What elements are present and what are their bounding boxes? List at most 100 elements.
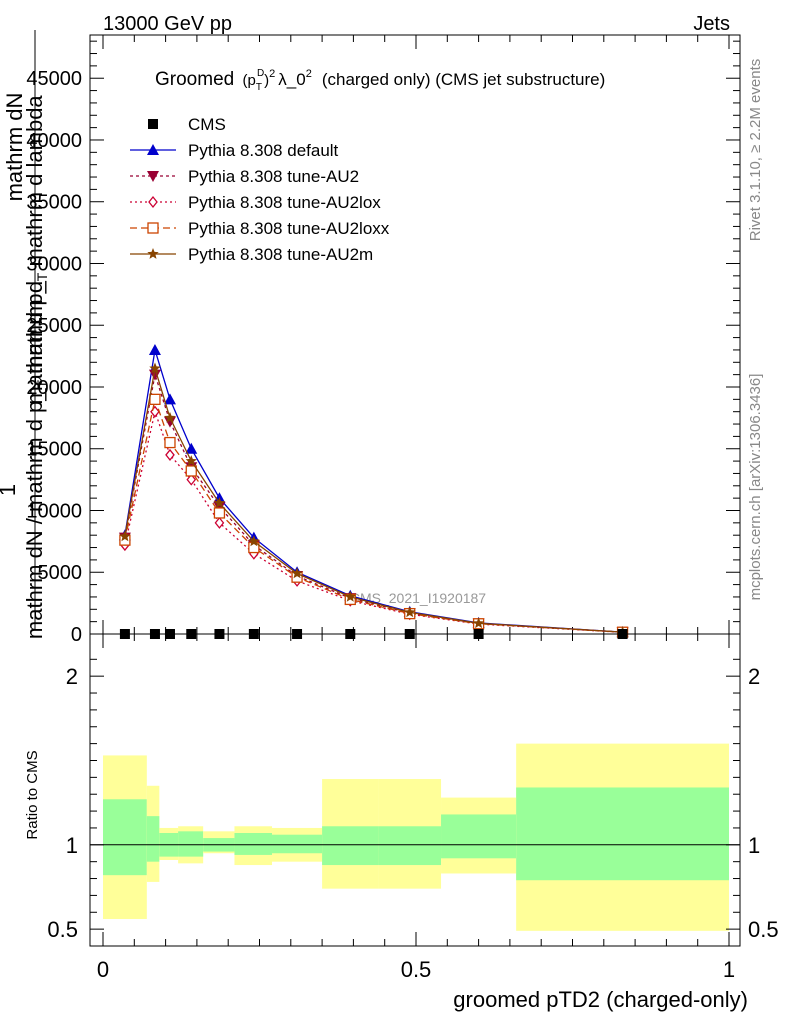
main-y-tick-label: 10000 <box>26 500 82 522</box>
legend-entry: Pythia 8.308 tune-AU2lox <box>130 193 381 212</box>
legend-label: Pythia 8.308 tune-AU2loxx <box>188 219 390 238</box>
ratio-inner-band <box>322 826 379 866</box>
title-paren-open: (p <box>242 72 255 89</box>
header-energy-label: 13000 GeV pp <box>103 13 232 35</box>
legend-label: Pythia 8.308 tune-AU2 <box>188 167 359 186</box>
data-point-marker <box>163 393 176 405</box>
data-point-marker <box>148 195 158 209</box>
main-y-tick-label: 45000 <box>26 68 82 90</box>
data-point-marker <box>213 507 226 519</box>
data-point-marker <box>164 411 176 423</box>
title-suffix: (charged only) (CMS jet substructure) <box>322 70 605 89</box>
title-lambda: λ_0 <box>278 70 305 89</box>
ylabel-mid-sub: T <box>34 272 50 281</box>
ratio-plot-frame <box>89 633 741 947</box>
legend-entry: Pythia 8.308 tune-AU2loxx <box>130 219 390 238</box>
data-point-marker <box>185 465 197 477</box>
data-point-marker <box>404 606 416 618</box>
ylabel-bottom-b: mathrm d <box>22 281 47 380</box>
ratio-bands <box>103 743 729 931</box>
data-point-marker <box>147 222 159 234</box>
data-point-marker <box>148 119 158 129</box>
ratio-x-axis: 0 0.5 1 <box>97 634 735 982</box>
data-point-marker <box>147 171 159 182</box>
ratio-inner-band <box>234 833 273 855</box>
data-point-marker <box>344 590 356 602</box>
legend-entry: Pythia 8.308 tune-AU2m <box>130 245 373 264</box>
ratio-inner-band <box>272 834 323 854</box>
ratio-inner-band <box>103 799 147 876</box>
x-tick-label: 1 <box>723 957 735 982</box>
ratio-y-tick-label-right: 1 <box>748 833 760 858</box>
data-point-marker <box>185 442 198 454</box>
data-point-marker <box>119 530 131 542</box>
legend-label: Pythia 8.308 default <box>188 141 339 160</box>
legend-label: Pythia 8.308 tune-AU2m <box>188 245 373 264</box>
rivet-version-label: Rivet 3.1.10, ≥ 2.2M events <box>747 59 764 242</box>
data-point-marker <box>248 535 260 547</box>
main-plot-title: Groomed (pTD)2 λ_02 (charged only) (CMS je… <box>155 68 605 93</box>
main-y-tick-label: 25000 <box>26 315 82 337</box>
data-point-marker <box>185 455 197 466</box>
x-tick-label: 0 <box>97 957 109 982</box>
ratio-y-tick-label: 1 <box>66 833 78 858</box>
main-y-tick-label: 20000 <box>26 377 82 399</box>
legend-entry: Pythia 8.308 default <box>130 141 339 160</box>
analysis-watermark: CMS_2021_I1920187 <box>350 590 486 606</box>
header-jets-label: Jets <box>693 13 730 35</box>
data-point-marker <box>163 416 176 428</box>
data-point-marker <box>214 516 225 529</box>
title-sup-d: D <box>257 68 264 79</box>
main-y-tick-label: 15000 <box>26 439 82 461</box>
legend-label: Pythia 8.308 tune-AU2lox <box>188 193 381 212</box>
ylabel-bottom-sub: T <box>34 379 50 388</box>
data-point-marker <box>148 343 161 355</box>
ratio-y-tick-label: 0.5 <box>47 917 78 942</box>
main-y-axis: 0 5000 10000 15000 20000 25000 30000 35000 40000… <box>26 40 740 646</box>
ratio-y-tick-label-right: 0.5 <box>748 917 779 942</box>
data-point-marker <box>149 393 161 405</box>
ylabel-bottom-a: mathrm dN / mathrm d p_ <box>22 388 47 639</box>
data-point-marker <box>165 448 175 461</box>
main-y-tick-label: 0 <box>71 624 82 646</box>
x-tick-label: 0.5 <box>401 957 432 982</box>
ylabel-one: 1 <box>0 484 20 496</box>
data-point-marker <box>213 501 226 513</box>
main-y-tick-label: 35000 <box>26 192 82 214</box>
data-point-marker <box>472 617 485 629</box>
mcplots-label: mcplots.cern.ch [arXiv:1306.3436] <box>747 374 764 601</box>
ratio-y-axis: 0.5 0.5 1 1 2 2 <box>47 658 779 942</box>
legend-entry: Pythia 8.308 tune-AU2 <box>130 167 359 186</box>
legend-label: CMS <box>188 115 226 134</box>
data-point-marker <box>186 473 197 486</box>
title-sup-2: 2 <box>269 68 275 80</box>
data-point-marker <box>213 497 226 508</box>
data-point-marker <box>291 567 303 579</box>
main-y-tick-label: 5000 <box>38 562 83 584</box>
ylabel-bottom: mathrm dN / mathrm d p_T mathrm d <box>22 281 50 639</box>
title-sup-2b: 2 <box>306 68 312 80</box>
ylabel-top: mathrm dN <box>2 93 27 202</box>
ratio-y-tick-label-right: 2 <box>748 664 760 689</box>
ratio-inner-band <box>378 826 442 866</box>
data-point-marker <box>164 436 176 449</box>
legend: CMS Pythia 8.308 default Pythia 8.308 tune… <box>130 115 390 264</box>
legend-entry: CMS <box>148 115 226 134</box>
title-paren-close: ) <box>264 72 269 89</box>
data-point-marker <box>147 144 159 155</box>
title-sub-t: T <box>256 82 262 93</box>
ratio-y-axis-label: Ratio to CMS <box>24 750 41 839</box>
ratio-inner-band <box>516 787 729 881</box>
data-point-marker <box>147 248 159 259</box>
ratio-inner-band <box>441 814 517 859</box>
x-axis-label: groomed pTD2 (charged-only) <box>453 987 748 1012</box>
ratio-inner-band <box>146 816 160 862</box>
data-point-marker <box>149 362 161 374</box>
main-y-tick-label: 30000 <box>26 253 82 275</box>
main-y-axis-label: mathrm dN mathrm d p_T mathrm d lambda 1… <box>0 30 50 639</box>
main-y-tick-label: 40000 <box>26 130 82 152</box>
title-main: Groomed <box>155 69 234 90</box>
ratio-y-tick-label: 2 <box>66 664 78 689</box>
ratio-inner-band <box>178 831 204 857</box>
